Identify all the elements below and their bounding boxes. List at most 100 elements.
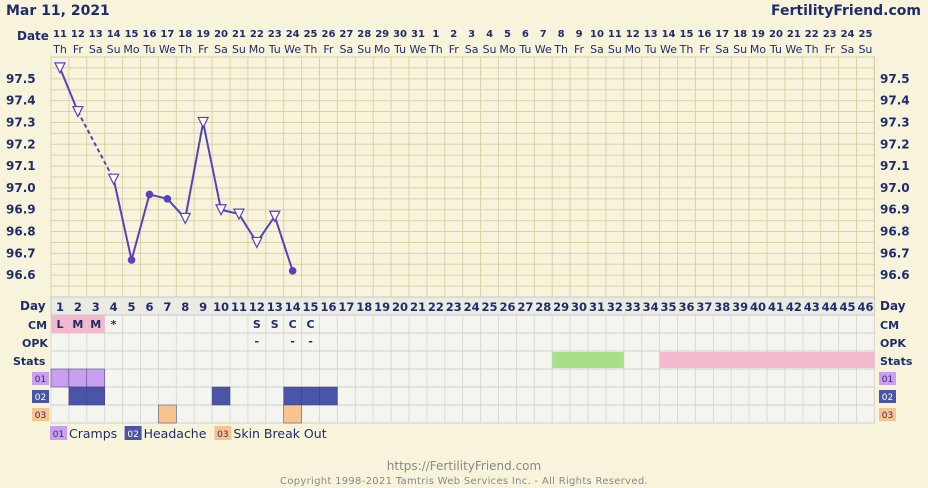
weekday-tick-label: Mo bbox=[374, 43, 390, 56]
y-tick-label-right: 96.8 bbox=[880, 225, 910, 239]
weekday-tick-label: We bbox=[535, 43, 552, 56]
day-number: 44 bbox=[822, 300, 838, 314]
day-number: 34 bbox=[643, 300, 659, 314]
day-number: 18 bbox=[356, 300, 372, 314]
symptom-code-left: 02 bbox=[35, 393, 46, 403]
day-number: 20 bbox=[392, 300, 408, 314]
date-tick-label: 9 bbox=[576, 29, 583, 40]
weekday-tick-label: We bbox=[660, 43, 677, 56]
legend-swatch bbox=[124, 426, 142, 440]
date-tick-label: 12 bbox=[626, 29, 640, 40]
symptom-code-right-badge bbox=[879, 408, 896, 421]
date-tick-label: 12 bbox=[71, 29, 85, 40]
cm-value: C bbox=[307, 318, 315, 331]
weekday-tick-label: Su bbox=[357, 43, 371, 56]
weekday-tick-label: Su bbox=[232, 43, 246, 56]
weekday-tick-label: Sa bbox=[465, 43, 479, 56]
footer-url[interactable]: https://FertilityFriend.com bbox=[387, 459, 541, 473]
opk-row-label-right: OPK bbox=[880, 337, 906, 350]
date-tick-label: 7 bbox=[540, 29, 547, 40]
date-tick-label: 11 bbox=[608, 29, 622, 40]
day-number: 5 bbox=[128, 300, 136, 314]
weekday-tick-label: We bbox=[785, 43, 802, 56]
day-number: 2 bbox=[74, 300, 82, 314]
legend-swatch bbox=[214, 426, 232, 440]
day-row bbox=[50, 296, 875, 316]
weekday-tick-label: Tu bbox=[644, 43, 657, 56]
stats-luteal-bar bbox=[659, 352, 875, 368]
cm-value: * bbox=[111, 318, 117, 331]
day-number: 42 bbox=[786, 300, 802, 314]
cm-row-label: CM bbox=[28, 319, 47, 332]
weekday-tick-label: Th bbox=[52, 43, 67, 56]
date-tick-label: 18 bbox=[733, 29, 747, 40]
menses-cell bbox=[51, 315, 69, 333]
y-tick-label-right: 97.3 bbox=[880, 115, 910, 129]
menses-label: M bbox=[72, 318, 83, 331]
weekday-tick-label: Tu bbox=[142, 43, 155, 56]
date-tick-label: 27 bbox=[339, 29, 353, 40]
y-tick-label-left: 97.4 bbox=[6, 94, 36, 108]
y-tick-label-right: 97.5 bbox=[880, 72, 910, 86]
weekday-tick-label: Mo bbox=[625, 43, 641, 56]
symptom-cell-03 bbox=[283, 404, 302, 424]
weekday-tick-label: Th bbox=[679, 43, 694, 56]
date-tick-label: 15 bbox=[125, 29, 139, 40]
date-tick-label: 25 bbox=[304, 29, 318, 40]
date-tick-label: 25 bbox=[858, 29, 872, 40]
day-number: 16 bbox=[320, 300, 336, 314]
date-tick-label: 28 bbox=[357, 29, 371, 40]
day-number: 8 bbox=[181, 300, 189, 314]
y-tick-label-left: 97.2 bbox=[6, 137, 36, 151]
symptom-code-left: 03 bbox=[35, 411, 46, 421]
date-tick-label: 11 bbox=[53, 29, 67, 40]
date-tick-label: 19 bbox=[196, 29, 210, 40]
weekday-tick-label: Su bbox=[608, 43, 622, 56]
weekday-tick-label: Fr bbox=[574, 43, 585, 56]
y-tick-label-left: 96.8 bbox=[6, 225, 36, 239]
day-number: 28 bbox=[535, 300, 551, 314]
day-number: 46 bbox=[857, 300, 873, 314]
y-tick-label-right: 97.2 bbox=[880, 137, 910, 151]
date-tick-label: 3 bbox=[468, 29, 475, 40]
weekday-tick-label: Su bbox=[483, 43, 497, 56]
symptom-cell-01 bbox=[50, 368, 70, 388]
day-number: 22 bbox=[428, 300, 444, 314]
date-tick-label: 26 bbox=[321, 29, 335, 40]
y-tick-label-left: 96.7 bbox=[6, 246, 36, 260]
date-tick-label: 24 bbox=[841, 29, 855, 40]
opk-value: - bbox=[308, 335, 313, 348]
date-tick-label: 6 bbox=[522, 29, 529, 40]
weekday-tick-label: We bbox=[284, 43, 301, 56]
day-number: 24 bbox=[464, 300, 480, 314]
day-number: 13 bbox=[267, 300, 283, 314]
day-number: 25 bbox=[482, 300, 498, 314]
weekday-tick-label: We bbox=[409, 43, 426, 56]
date-tick-label: 16 bbox=[697, 29, 711, 40]
date-tick-label: 8 bbox=[558, 29, 565, 40]
date-tick-label: 10 bbox=[590, 29, 604, 40]
stats-row-label: Stats bbox=[13, 355, 46, 368]
weekday-tick-label: Mo bbox=[750, 43, 766, 56]
day-number: 17 bbox=[338, 300, 354, 314]
y-tick-label-right: 96.7 bbox=[880, 246, 910, 260]
y-tick-label-left: 97.1 bbox=[6, 159, 36, 173]
day-number: 35 bbox=[661, 300, 677, 314]
date-tick-label: 14 bbox=[662, 29, 676, 40]
date-tick-label: 4 bbox=[486, 29, 493, 40]
temp-point-open bbox=[268, 210, 281, 223]
menses-label: M bbox=[90, 318, 101, 331]
day-number: 37 bbox=[696, 300, 712, 314]
weekday-tick-label: Su bbox=[858, 43, 872, 56]
day-row-label-right: Day bbox=[880, 299, 906, 313]
legend-code: 02 bbox=[127, 430, 138, 440]
date-tick-label: 13 bbox=[644, 29, 658, 40]
stats-row-label-right: Stats bbox=[880, 355, 913, 368]
date-tick-label: 19 bbox=[751, 29, 765, 40]
y-tick-label-left: 97.3 bbox=[6, 115, 36, 129]
weekday-tick-label: Mo bbox=[123, 43, 139, 56]
symptom-code-right-badge bbox=[879, 390, 896, 403]
weekday-tick-label: Sa bbox=[590, 43, 604, 56]
brand-logo[interactable]: FertilityFriend.com bbox=[771, 3, 921, 19]
